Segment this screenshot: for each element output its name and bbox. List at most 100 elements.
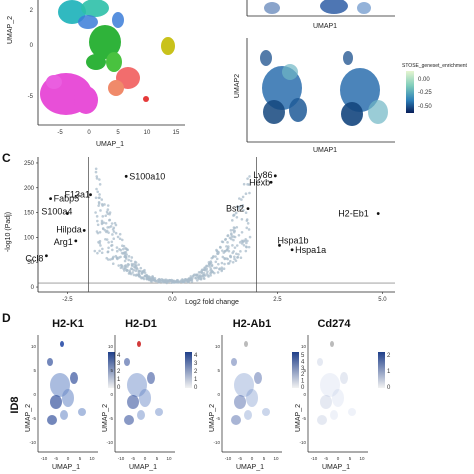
volcano-background-point <box>214 255 217 258</box>
volcano-background-point <box>247 245 251 249</box>
volcano-background-point <box>233 255 236 259</box>
volcano-background-point <box>206 270 209 273</box>
volcano-background-point <box>114 254 118 258</box>
volcano-background-point <box>117 256 121 259</box>
volcano-gene-point <box>246 207 250 210</box>
volcano-gene-label: Hilpda <box>56 224 82 234</box>
volcano-background-point <box>104 221 108 225</box>
feature-plot-x-tick: -10 <box>118 456 125 461</box>
volcano-background-point <box>116 235 120 239</box>
volcano-background-point <box>118 232 122 236</box>
volcano-background-point <box>139 266 143 270</box>
feature-plot-x-tick: 10 <box>89 456 95 461</box>
cluster-umap-x-tick: 10 <box>144 130 151 136</box>
feature-plot-colorbar <box>292 352 299 388</box>
feature-plot-legend-tick: 4 <box>117 353 121 359</box>
volcano-background-point <box>101 215 105 218</box>
volcano-gene-point <box>49 197 52 201</box>
feature-plot-x-tick: 5 <box>263 456 266 461</box>
volcano-background-point <box>94 167 98 171</box>
volcano-background-point <box>151 275 154 279</box>
feature-plot-y-label: UMAP_2 <box>25 404 32 432</box>
feature-plot-legend-tick: 2 <box>301 372 305 378</box>
volcano-gene-label: Ly86 <box>253 170 272 180</box>
volcano-gene-label: Fabp5 <box>54 194 80 204</box>
feature-plot-title: H2-D1 <box>125 318 157 330</box>
volcano-background-point <box>94 196 98 200</box>
feature-plot-legend-tick: 2 <box>194 369 198 375</box>
feature-plot-legend-tick: 0 <box>117 385 121 391</box>
volcano-gene-point <box>269 180 273 184</box>
feature-plot-y-tick: 5 <box>217 368 220 373</box>
volcano-background-point <box>246 183 249 186</box>
volcano-background-point <box>209 272 212 275</box>
feature-plot-cell-cluster <box>60 410 68 420</box>
volcano-background-point <box>195 274 198 278</box>
volcano-background-point <box>227 245 230 248</box>
feature-plot-legend-tick: 1 <box>301 379 305 385</box>
volcano-background-point <box>237 253 240 256</box>
volcano-background-point <box>106 204 110 207</box>
feature-plot-legend-tick: 2 <box>387 353 391 359</box>
volcano-background-point <box>112 237 116 241</box>
volcano-background-point <box>115 249 119 253</box>
volcano-background-point <box>205 267 209 271</box>
volcano-background-point <box>238 205 241 208</box>
feature-plot-x-tick: -5 <box>54 456 58 461</box>
volcano-gene-label: Bst2 <box>226 204 244 214</box>
volcano-background-point <box>237 197 241 200</box>
volcano-background-point <box>215 266 218 270</box>
volcano-background-point <box>205 264 208 268</box>
cluster-umap-y-tick: -5 <box>28 94 34 100</box>
volcano-background-point <box>111 228 115 231</box>
volcano-background-point <box>93 249 97 253</box>
feature-plot-x-label: UMAP_1 <box>129 464 157 471</box>
volcano-background-point <box>123 259 127 263</box>
volcano-gene-label: H2-Eb1 <box>338 209 369 219</box>
volcano-background-point <box>215 257 219 261</box>
feature-plot-cell-cluster <box>139 389 151 407</box>
volcano-background-point <box>129 267 133 270</box>
volcano-background-point <box>130 256 134 259</box>
enrichment-right-island <box>340 51 388 126</box>
volcano-background-point <box>202 268 206 271</box>
volcano-background-point <box>220 261 224 265</box>
volcano-background-point <box>96 223 100 227</box>
volcano-background-point <box>248 235 252 239</box>
volcano-point-cloud <box>93 167 252 285</box>
volcano-ticks: -2.5 0.0 2.5 5.0 250 200 150 100 50 0 <box>24 161 387 303</box>
volcano-background-point <box>111 256 115 260</box>
feature-plot-title: H2-K1 <box>52 318 84 330</box>
feature-plot-cell-cluster <box>124 358 130 366</box>
feature-plot-cell-cluster <box>124 415 134 425</box>
feature-plot-y-tick: -5 <box>109 416 113 421</box>
volcano-background-point <box>95 215 99 218</box>
volcano-background-point <box>235 215 239 219</box>
volcano-background-point <box>126 262 130 266</box>
volcano-background-point <box>207 261 211 264</box>
feature-plot-cell-cluster <box>62 389 74 407</box>
volcano-background-point <box>230 235 234 238</box>
row-label-id8: ID8 <box>9 396 21 413</box>
volcano-background-point <box>194 276 197 280</box>
volcano-background-point <box>163 280 166 284</box>
volcano-background-point <box>220 266 224 269</box>
volcano-background-point <box>127 255 131 258</box>
top-right-umap-x-label: UMAP1 <box>313 23 337 30</box>
volcano-background-point <box>209 267 213 270</box>
volcano-background-point <box>98 230 102 234</box>
feature-plot-cell-cluster <box>78 408 86 416</box>
feature-plot-cell-cluster <box>60 341 64 347</box>
volcano-background-point <box>126 265 129 268</box>
volcano-background-point <box>229 229 233 232</box>
volcano-background-point <box>127 258 130 262</box>
enrichment-legend-tick: 0.00 <box>418 77 430 83</box>
volcano-background-point <box>217 262 220 266</box>
volcano-background-point <box>96 190 100 194</box>
feature-plot-cell-cluster <box>234 395 246 409</box>
volcano-background-point <box>100 198 104 201</box>
feature-plot-cell-cluster <box>47 358 53 366</box>
